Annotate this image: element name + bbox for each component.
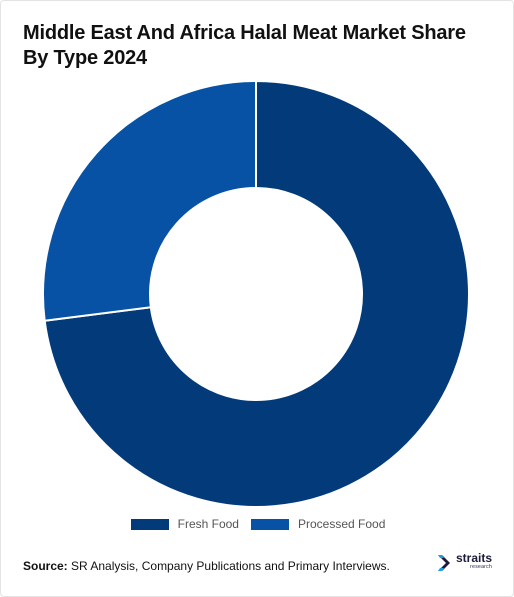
straits-logo-icon: [438, 555, 450, 571]
source-text: SR Analysis, Company Publications and Pr…: [71, 559, 390, 573]
logo-word: straits: [456, 551, 493, 565]
legend-item-fresh-food[interactable]: Fresh Food: [130, 517, 239, 531]
chart-title: Middle East And Africa Halal Meat Market…: [23, 22, 466, 69]
legend-swatch: [250, 518, 289, 530]
straits-research-logo: straits research: [437, 551, 493, 573]
logo-sub: research: [470, 564, 493, 570]
legend-item-processed-food[interactable]: Processed Food: [250, 517, 386, 531]
source-label: Source:: [23, 559, 68, 573]
slice-fresh-food[interactable]: [43, 79, 470, 508]
legend: Fresh Food Processed Food: [1, 517, 514, 531]
legend-swatch: [130, 518, 169, 530]
donut-chart: [42, 79, 470, 508]
source-note: Source: SR Analysis, Company Publication…: [23, 559, 390, 573]
slice-processed-food[interactable]: [42, 79, 257, 322]
legend-label: Processed Food: [297, 517, 386, 531]
legend-label: Fresh Food: [177, 517, 239, 531]
